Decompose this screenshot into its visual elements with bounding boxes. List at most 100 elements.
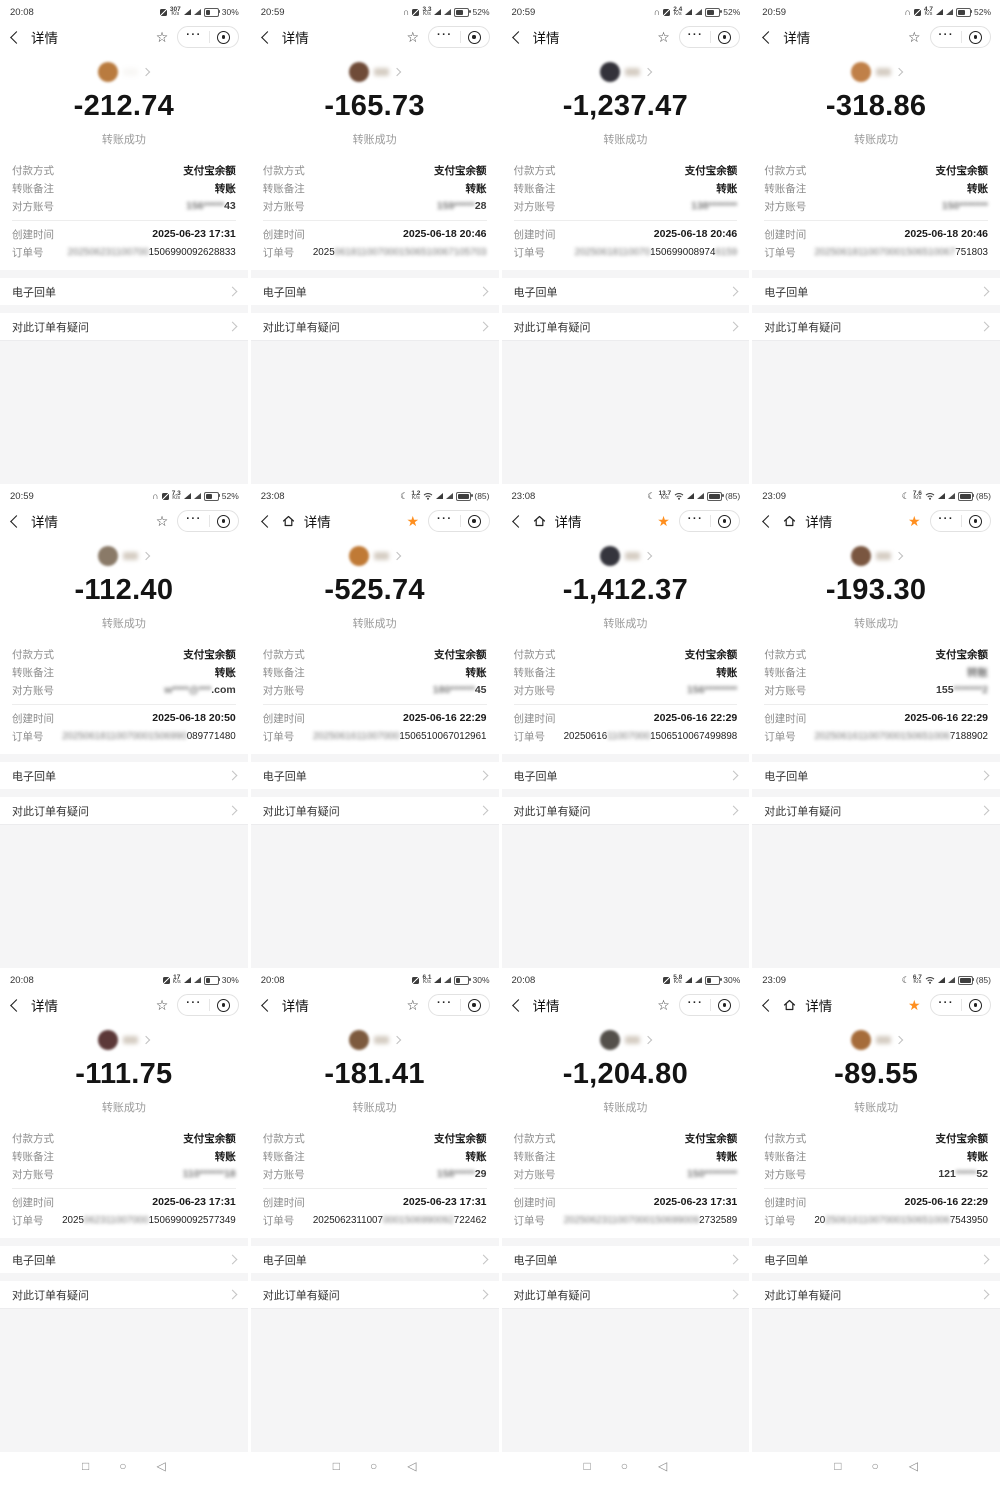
- favorite-star-button[interactable]: ☆: [155, 29, 169, 45]
- avatar[interactable]: [98, 546, 119, 566]
- favorite-star-button[interactable]: ☆: [406, 997, 419, 1013]
- question-row[interactable]: 对此订单有疑问: [0, 797, 248, 824]
- exit-target-button[interactable]: [216, 30, 230, 44]
- favorite-star-button[interactable]: ☆: [907, 29, 921, 45]
- receipt-row[interactable]: 电子回单: [0, 762, 248, 789]
- back-button[interactable]: [762, 998, 776, 1012]
- more-button[interactable]: ···: [186, 29, 202, 41]
- more-button[interactable]: ···: [687, 513, 704, 525]
- back-button[interactable]: [260, 30, 274, 44]
- favorite-star-button[interactable]: ★: [907, 513, 921, 529]
- back-button[interactable]: [511, 30, 525, 44]
- favorite-star-button[interactable]: ☆: [406, 29, 419, 45]
- receipt-row[interactable]: 电子回单: [501, 1246, 750, 1273]
- payee-row[interactable]: [502, 1029, 750, 1051]
- exit-target-button[interactable]: [467, 514, 481, 528]
- back-button[interactable]: [511, 514, 525, 528]
- exit-target-button[interactable]: [216, 998, 230, 1012]
- back-button[interactable]: ◁: [658, 1459, 668, 1473]
- back-button[interactable]: ◁: [908, 1459, 918, 1473]
- back-button[interactable]: [511, 998, 525, 1012]
- favorite-star-button[interactable]: ☆: [657, 997, 670, 1013]
- receipt-row[interactable]: 电子回单: [501, 762, 750, 789]
- receipt-row[interactable]: 电子回单: [501, 278, 750, 305]
- more-button[interactable]: ···: [186, 513, 202, 525]
- payee-row[interactable]: [0, 1029, 248, 1051]
- more-button[interactable]: ···: [186, 997, 202, 1009]
- avatar[interactable]: [599, 1030, 620, 1050]
- home-button[interactable]: ○: [370, 1459, 378, 1473]
- avatar[interactable]: [349, 1030, 370, 1050]
- avatar[interactable]: [850, 62, 871, 82]
- home-icon[interactable]: [783, 999, 796, 1011]
- receipt-row[interactable]: 电子回单: [250, 1246, 499, 1273]
- payee-row[interactable]: [251, 61, 499, 83]
- more-button[interactable]: ···: [437, 513, 453, 525]
- receipt-row[interactable]: 电子回单: [752, 278, 1000, 305]
- payee-row[interactable]: [752, 1029, 1000, 1051]
- receipt-row[interactable]: 电子回单: [752, 1246, 1000, 1273]
- payee-row[interactable]: [0, 545, 248, 567]
- more-button[interactable]: ···: [687, 29, 704, 41]
- home-icon[interactable]: [282, 515, 295, 527]
- receipt-row[interactable]: 电子回单: [0, 1246, 248, 1273]
- home-button[interactable]: ○: [620, 1459, 628, 1473]
- exit-target-button[interactable]: [718, 998, 732, 1012]
- avatar[interactable]: [599, 546, 620, 566]
- more-button[interactable]: ···: [938, 513, 954, 525]
- avatar[interactable]: [349, 546, 370, 566]
- more-button[interactable]: ···: [687, 997, 704, 1009]
- back-button[interactable]: ◁: [407, 1459, 417, 1473]
- back-button[interactable]: [260, 998, 274, 1012]
- back-button[interactable]: [10, 30, 23, 44]
- question-row[interactable]: 对此订单有疑问: [0, 313, 248, 340]
- question-row[interactable]: 对此订单有疑问: [752, 797, 1000, 824]
- recents-button[interactable]: □: [332, 1459, 340, 1473]
- payee-row[interactable]: [0, 61, 248, 83]
- exit-target-button[interactable]: [718, 30, 732, 44]
- recents-button[interactable]: □: [583, 1459, 591, 1473]
- back-button[interactable]: [762, 514, 776, 528]
- avatar[interactable]: [850, 546, 871, 566]
- home-icon[interactable]: [533, 515, 546, 527]
- payee-row[interactable]: [502, 545, 750, 567]
- home-button[interactable]: ○: [871, 1459, 879, 1473]
- recents-button[interactable]: □: [82, 1459, 90, 1473]
- back-button[interactable]: [260, 514, 274, 528]
- payee-row[interactable]: [251, 545, 499, 567]
- back-button[interactable]: [10, 998, 23, 1012]
- home-icon[interactable]: [783, 515, 796, 527]
- exit-target-button[interactable]: [969, 514, 982, 528]
- recents-button[interactable]: □: [834, 1459, 842, 1473]
- question-row[interactable]: 对此订单有疑问: [752, 1281, 1000, 1308]
- avatar[interactable]: [98, 62, 119, 82]
- more-button[interactable]: ···: [437, 29, 453, 41]
- more-button[interactable]: ···: [938, 997, 954, 1009]
- favorite-star-button[interactable]: ★: [657, 513, 670, 529]
- back-button[interactable]: [10, 514, 23, 528]
- payee-row[interactable]: [752, 61, 1000, 83]
- receipt-row[interactable]: 电子回单: [0, 278, 248, 305]
- avatar[interactable]: [349, 62, 370, 82]
- question-row[interactable]: 对此订单有疑问: [250, 797, 499, 824]
- receipt-row[interactable]: 电子回单: [250, 278, 499, 305]
- question-row[interactable]: 对此订单有疑问: [501, 313, 750, 340]
- receipt-row[interactable]: 电子回单: [752, 762, 1000, 789]
- question-row[interactable]: 对此订单有疑问: [752, 313, 1000, 340]
- payee-row[interactable]: [752, 545, 1000, 567]
- question-row[interactable]: 对此订单有疑问: [501, 797, 750, 824]
- exit-target-button[interactable]: [718, 514, 732, 528]
- more-button[interactable]: ···: [437, 997, 453, 1009]
- back-button[interactable]: ◁: [156, 1459, 166, 1473]
- question-row[interactable]: 对此订单有疑问: [501, 1281, 750, 1308]
- question-row[interactable]: 对此订单有疑问: [250, 1281, 499, 1308]
- home-button[interactable]: ○: [119, 1459, 127, 1473]
- exit-target-button[interactable]: [216, 514, 230, 528]
- exit-target-button[interactable]: [969, 998, 982, 1012]
- avatar[interactable]: [98, 1030, 119, 1050]
- avatar[interactable]: [599, 62, 620, 82]
- favorite-star-button[interactable]: ☆: [657, 29, 670, 45]
- favorite-star-button[interactable]: ☆: [155, 997, 169, 1013]
- favorite-star-button[interactable]: ★: [907, 997, 921, 1013]
- back-button[interactable]: [762, 30, 776, 44]
